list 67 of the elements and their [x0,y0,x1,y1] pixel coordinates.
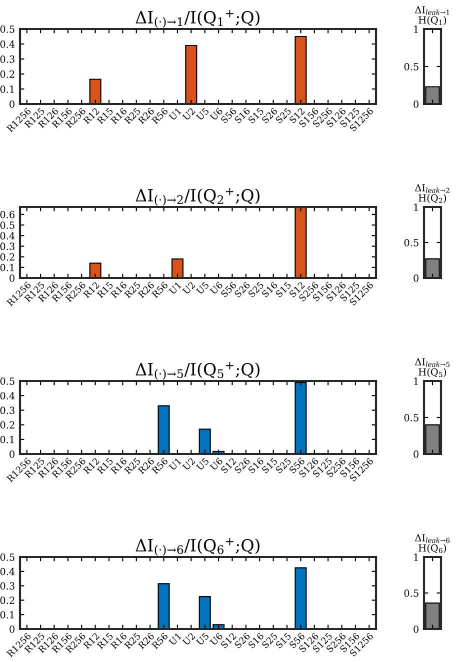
y-tick-label: 0.1 [0,85,14,93]
x-tick-label: U1 [168,458,182,471]
y-tick-label: 0.3 [0,406,14,414]
y-tick-label: 0.2 [0,421,14,429]
bar [294,567,307,629]
y-tick-label: 0.1 [0,436,14,444]
y-tick-label: 0.5 [404,238,418,246]
y-tick-label: 0 [10,274,14,282]
y-tick-label: 0 [10,450,14,458]
x-tick-label: U5 [196,107,210,121]
y-tick-label: 0 [414,274,418,282]
bar [185,44,198,104]
y-tick-label: 0 [414,625,418,633]
x-tick-label: U2 [182,458,196,471]
y-tick-label: 0.4 [0,40,15,48]
bar [89,78,102,104]
chart-title: ΔI$_{(·)→1}$/I(Q$_{1}$$^{+}$;Q) [136,10,260,28]
chart-title: ΔI$_{leak→2}$ H(Q$_{2}$) [415,184,450,203]
y-tick-label: 0.4 [0,232,15,240]
chart-title: ΔI$_{(·)→5}$/I(Q$_{5}$$^{+}$;Q) [136,362,260,380]
bar [158,583,170,629]
y-tick-label: 0.4 [0,568,15,576]
bar [294,207,307,278]
y-tick-label: 0 [414,450,418,458]
y-tick-label: 0 [10,100,14,108]
x-tick-label: U5 [196,281,210,295]
y-tick-label: 0.2 [0,70,14,78]
bar [171,258,184,278]
y-tick-label: 0 [414,100,418,108]
y-tick-label: 0.2 [0,596,14,604]
y-tick-label: 0.6 [0,210,15,218]
y-tick-label: 0.5 [404,414,418,422]
bar [294,382,307,454]
x-tick-label: U5 [196,632,210,646]
bar [294,36,307,104]
x-tick-label: U1 [168,632,182,646]
bar [89,262,102,278]
y-tick-label: 0.5 [404,62,418,70]
y-tick-label: 0.3 [0,582,14,590]
chart-title: ΔI$_{leak→5}$ H(Q$_{5}$) [415,358,450,378]
y-tick-label: 0.5 [0,221,14,229]
x-tick-label: U1 [168,282,182,295]
y-tick-label: 0.2 [0,253,14,261]
y-tick-label: 0.1 [0,611,14,618]
y-tick-label: 0 [10,625,14,633]
chart-title: ΔI$_{(·)→6}$/I(Q$_{6}$$^{+}$;Q) [136,538,260,556]
y-tick-label: 1 [414,25,418,33]
y-tick-label: 1 [414,203,418,211]
x-tick-label: U2 [182,282,196,295]
x-tick-label: U5 [196,457,210,471]
y-tick-label: 0.5 [0,377,14,385]
y-tick-label: 0.5 [404,589,418,597]
x-tick-label: U2 [182,108,196,121]
y-tick-label: 0.3 [0,55,14,63]
y-tick-label: 0.1 [0,264,14,272]
y-tick-label: 0.5 [0,553,14,561]
x-tick-label: U1 [168,108,182,121]
chart-title: ΔI$_{leak→6}$ H(Q$_{6}$) [415,534,450,554]
y-tick-label: 0.4 [0,392,15,400]
chart-title: ΔI$_{(·)→2}$/I(Q$_{2}$$^{+}$;Q) [136,188,260,206]
y-tick-label: 0.3 [0,242,14,250]
y-tick-label: 1 [414,377,418,385]
bar [158,405,170,454]
chart-title: ΔI$_{leak→1}$ H(Q$_{1}$) [415,6,450,25]
y-tick-label: 1 [414,553,418,561]
x-tick-label: U2 [182,632,196,646]
y-tick-label: 0.5 [0,25,14,33]
